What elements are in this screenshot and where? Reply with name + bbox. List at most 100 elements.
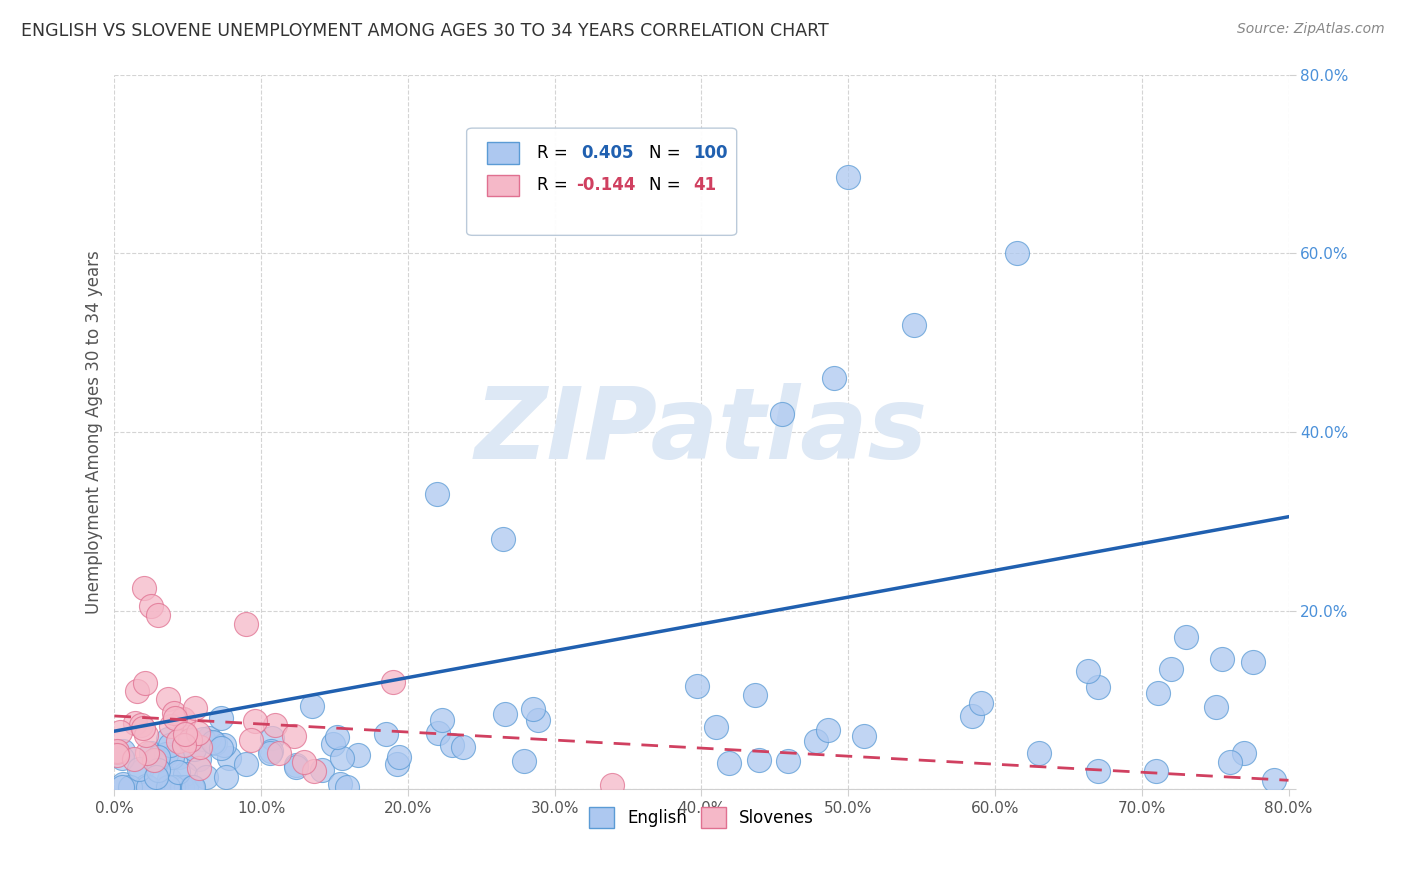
Point <box>188 761 211 775</box>
Point <box>187 725 209 739</box>
Point <box>262 731 284 746</box>
Point <box>122 752 145 766</box>
Text: 0.405: 0.405 <box>582 145 634 162</box>
Point <box>143 753 166 767</box>
Point <box>136 780 159 795</box>
Point <box>1241 656 1264 670</box>
Point <box>111 750 134 764</box>
Point <box>197 731 219 745</box>
Point <box>717 756 740 770</box>
Point <box>837 170 859 185</box>
Text: N =: N = <box>648 177 686 194</box>
Point <box>748 753 770 767</box>
Point <box>302 764 325 778</box>
Point <box>162 780 184 795</box>
Point <box>804 733 827 747</box>
Point <box>776 754 799 768</box>
Point <box>263 718 285 732</box>
Text: Source: ZipAtlas.com: Source: ZipAtlas.com <box>1237 22 1385 37</box>
Point <box>180 780 202 795</box>
Point <box>1205 700 1227 714</box>
Point <box>218 751 240 765</box>
Point <box>105 747 128 762</box>
Text: 100: 100 <box>693 145 728 162</box>
Point <box>157 772 180 786</box>
Point <box>179 732 201 747</box>
Point <box>174 727 197 741</box>
Point <box>1263 773 1285 788</box>
Point <box>188 752 211 766</box>
Point <box>160 749 183 764</box>
Point <box>823 371 845 385</box>
Point <box>111 780 134 795</box>
Point <box>494 707 516 722</box>
Text: R =: R = <box>537 177 574 194</box>
Point <box>960 708 983 723</box>
Point <box>139 599 162 613</box>
Point <box>135 779 157 793</box>
Point <box>156 780 179 795</box>
Point <box>183 741 205 756</box>
Point <box>451 740 474 755</box>
Point <box>212 738 235 752</box>
Point <box>108 725 131 739</box>
Point <box>124 715 146 730</box>
Point <box>285 760 308 774</box>
Point <box>174 780 197 795</box>
Legend: English, Slovenes: English, Slovenes <box>582 801 821 835</box>
Point <box>201 734 224 748</box>
Point <box>118 780 141 795</box>
Point <box>170 780 193 795</box>
Point <box>172 713 194 727</box>
Point <box>134 676 156 690</box>
Point <box>209 741 232 756</box>
Point <box>852 729 875 743</box>
FancyBboxPatch shape <box>467 128 737 235</box>
Point <box>1174 631 1197 645</box>
Point <box>903 318 925 332</box>
Point <box>527 714 550 728</box>
Point <box>148 607 170 622</box>
Point <box>1077 664 1099 678</box>
Point <box>513 754 536 768</box>
Point <box>125 683 148 698</box>
Point <box>239 733 262 747</box>
Point <box>166 765 188 780</box>
Point <box>329 777 352 791</box>
Point <box>1087 680 1109 694</box>
Point <box>292 755 315 769</box>
Point <box>174 766 197 780</box>
Point <box>163 711 186 725</box>
Point <box>817 723 839 738</box>
Point <box>1160 662 1182 676</box>
Text: R =: R = <box>537 145 574 162</box>
Point <box>155 747 177 761</box>
Point <box>172 712 194 726</box>
Point <box>128 762 150 776</box>
Point <box>195 770 218 784</box>
Point <box>283 729 305 743</box>
Point <box>704 720 727 734</box>
Point <box>107 745 129 759</box>
Point <box>432 713 454 727</box>
Point <box>387 757 409 772</box>
Point <box>325 731 347 745</box>
Point <box>440 738 463 752</box>
Point <box>111 777 134 791</box>
Point <box>1144 764 1167 779</box>
Point <box>215 770 238 784</box>
Point <box>146 754 169 768</box>
Point <box>141 746 163 760</box>
Point <box>176 730 198 744</box>
Point <box>191 731 214 746</box>
Point <box>600 778 623 792</box>
Point <box>235 616 257 631</box>
Point <box>259 744 281 758</box>
Point <box>322 737 344 751</box>
FancyBboxPatch shape <box>486 175 519 196</box>
Point <box>145 770 167 784</box>
Point <box>184 700 207 714</box>
Point <box>167 733 190 747</box>
Point <box>347 748 370 763</box>
Point <box>1005 246 1028 260</box>
